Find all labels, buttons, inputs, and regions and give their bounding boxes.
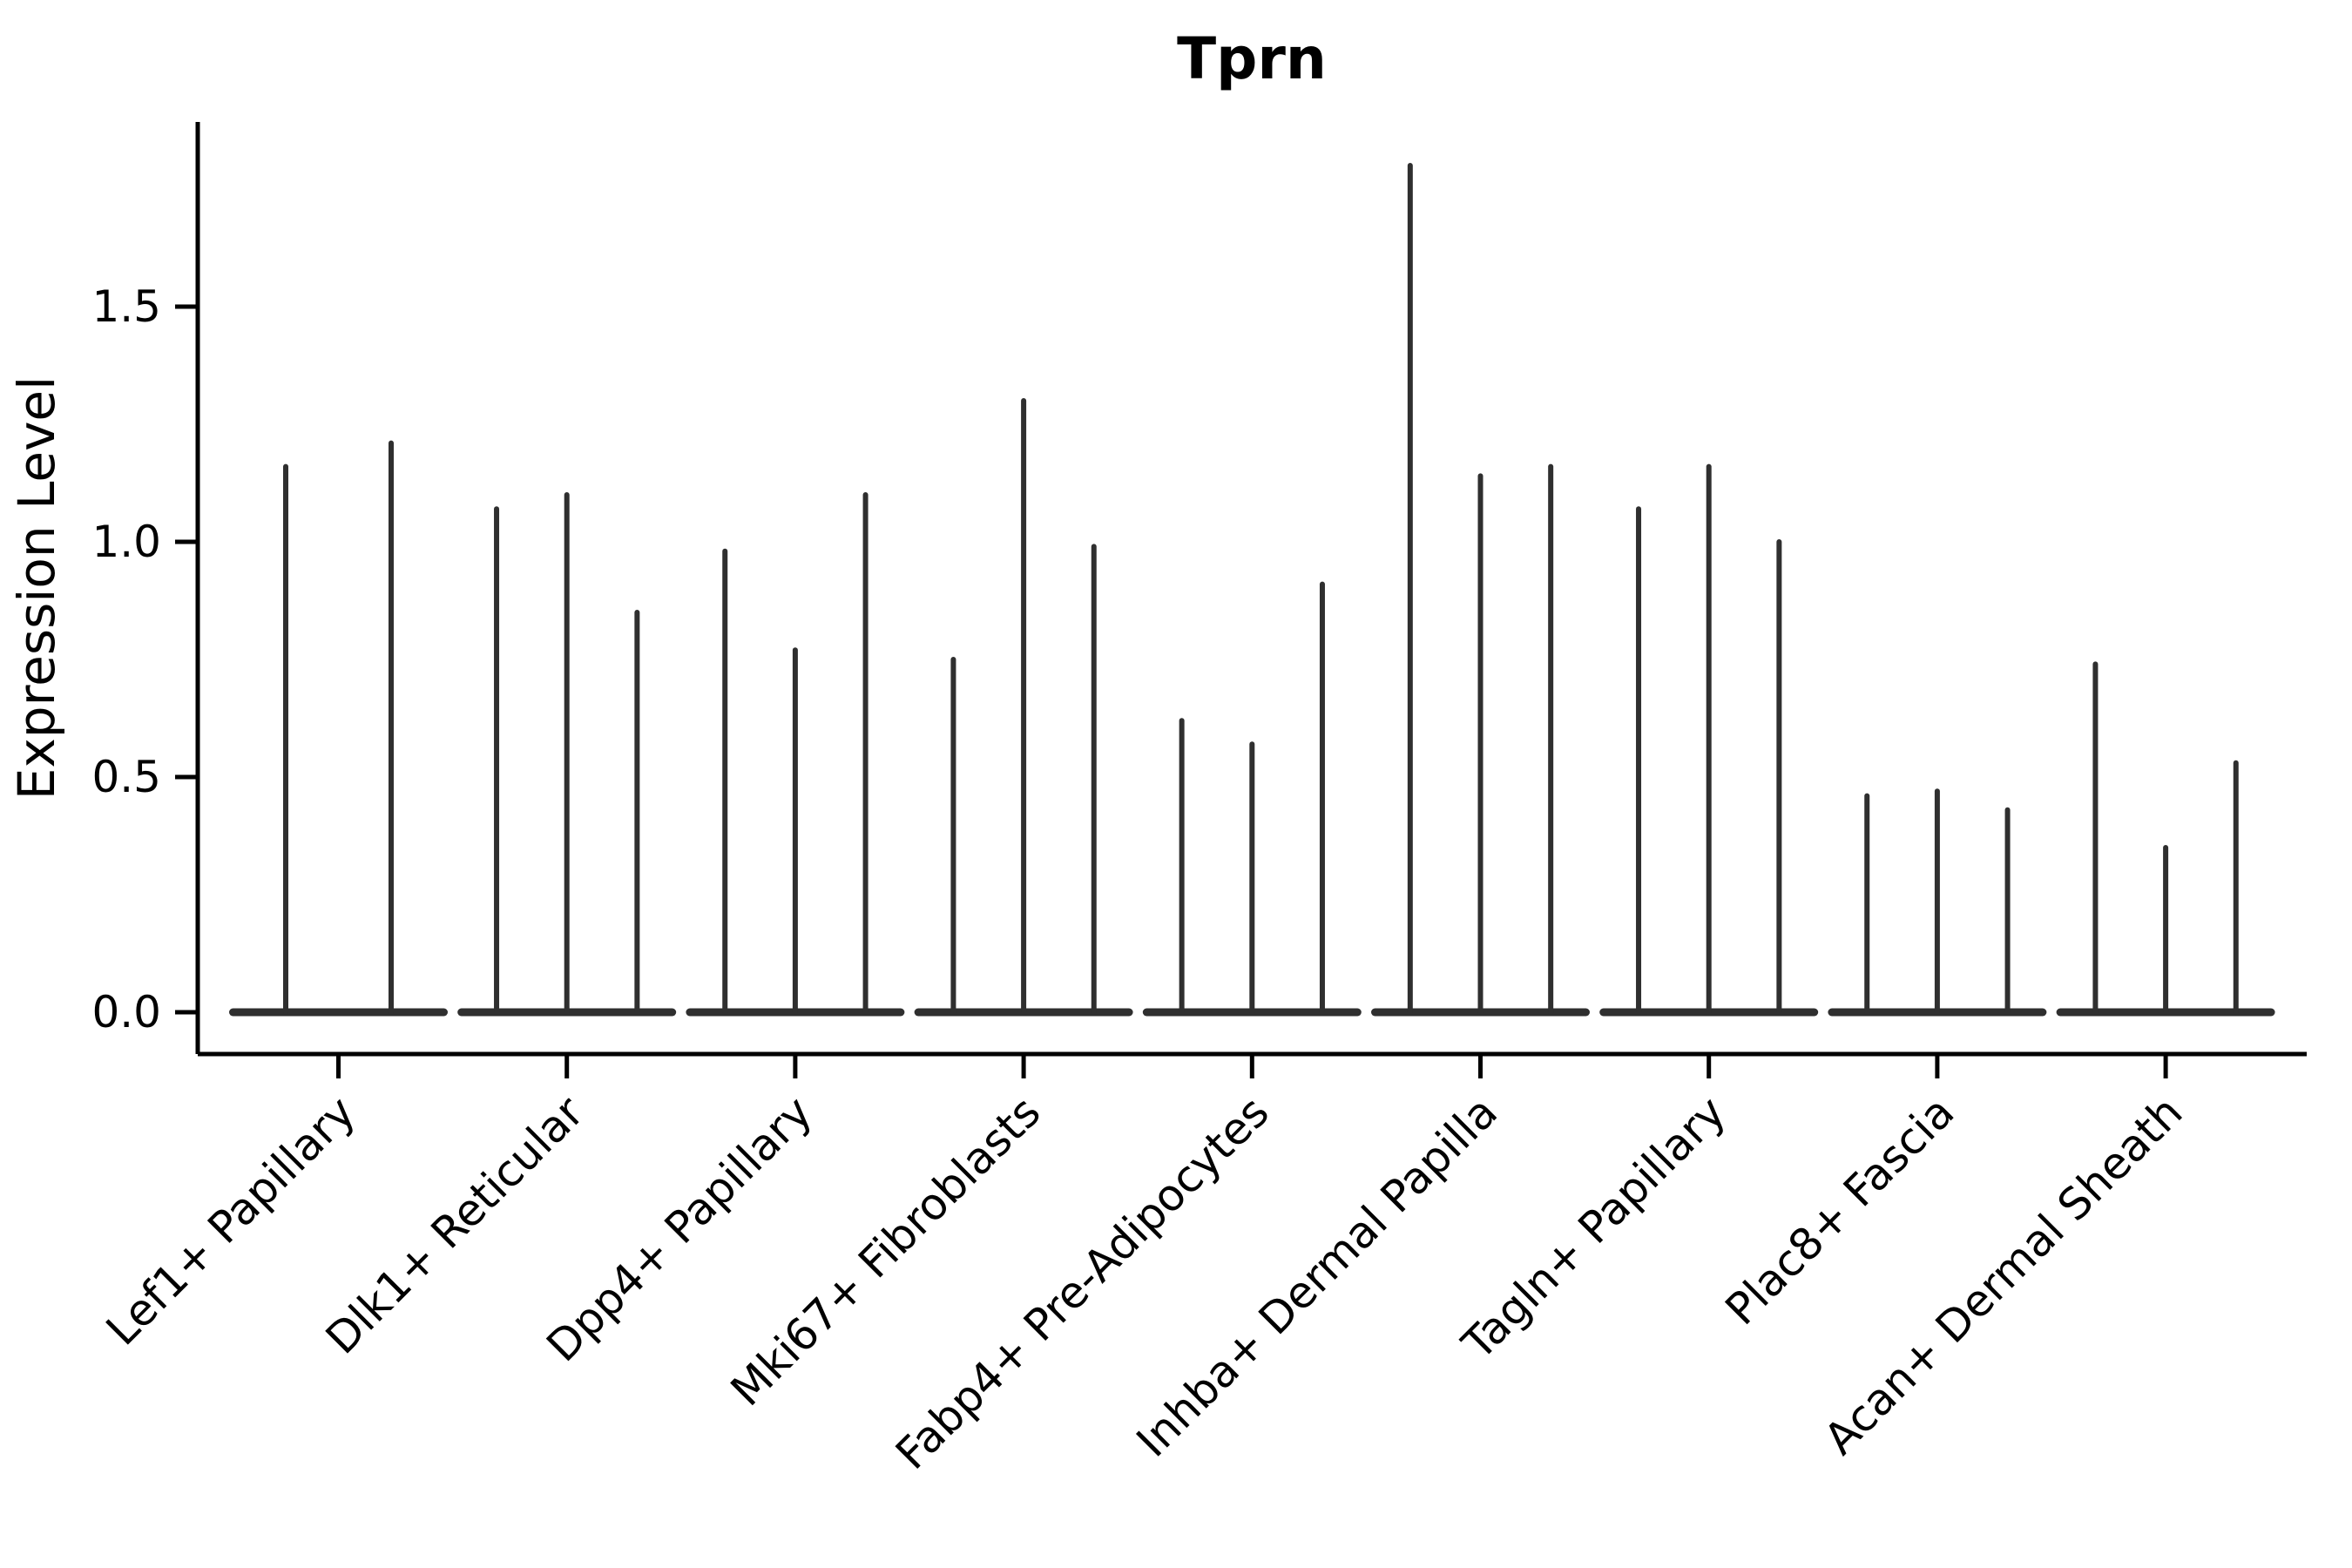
y-tick-label: 1.5 bbox=[91, 281, 161, 332]
x-tick-label: Fabp4+ Pre-Adipocytes bbox=[886, 1086, 1279, 1479]
y-axis-label: Expression Level bbox=[7, 376, 66, 800]
y-tick-label: 0.0 bbox=[91, 987, 161, 1037]
x-tick-label: Plac8+ Fascia bbox=[1716, 1086, 1964, 1335]
y-tick-label: 0.5 bbox=[91, 752, 161, 802]
figure-title: Tprn bbox=[1177, 25, 1327, 92]
x-tick-label: Lef1+ Papillary bbox=[97, 1086, 365, 1355]
y-tick-label: 1.0 bbox=[91, 517, 161, 567]
x-tick-label: Inhba+ Dermal Papilla bbox=[1127, 1086, 1507, 1466]
